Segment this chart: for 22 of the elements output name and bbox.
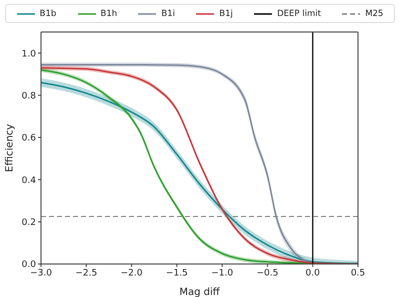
x-tick-label: −2.0: [120, 268, 143, 278]
legend-label: B1i: [161, 8, 176, 18]
legend-label: M25: [365, 8, 384, 18]
x-tick-label: −1.5: [166, 268, 188, 278]
x-tick-label: −1.0: [211, 268, 234, 278]
y-tick-label: 0.2: [22, 218, 36, 228]
legend-label: B1b: [40, 8, 56, 18]
y-tick-label: 0.0: [22, 260, 36, 270]
x-tick-label: 0.0: [306, 268, 320, 278]
y-tick-label: 0.4: [22, 176, 36, 186]
y-tick-label: 0.6: [22, 134, 36, 144]
y-axis-title: Efficiency: [4, 124, 16, 172]
y-tick-label: 1.0: [22, 49, 36, 60]
x-axis-title: Mag diff: [179, 287, 221, 297]
x-tick-label: −2.5: [75, 268, 98, 278]
legend-label: DEEP limit: [277, 8, 321, 18]
legend-label: B1h: [100, 8, 118, 18]
x-tick-label: −3.0: [30, 268, 52, 278]
x-tick-label: −0.5: [256, 268, 278, 278]
y-tick-label: 0.8: [22, 91, 36, 102]
legend-label: B1j: [219, 8, 233, 18]
x-tick-label: 0.5: [350, 268, 366, 278]
